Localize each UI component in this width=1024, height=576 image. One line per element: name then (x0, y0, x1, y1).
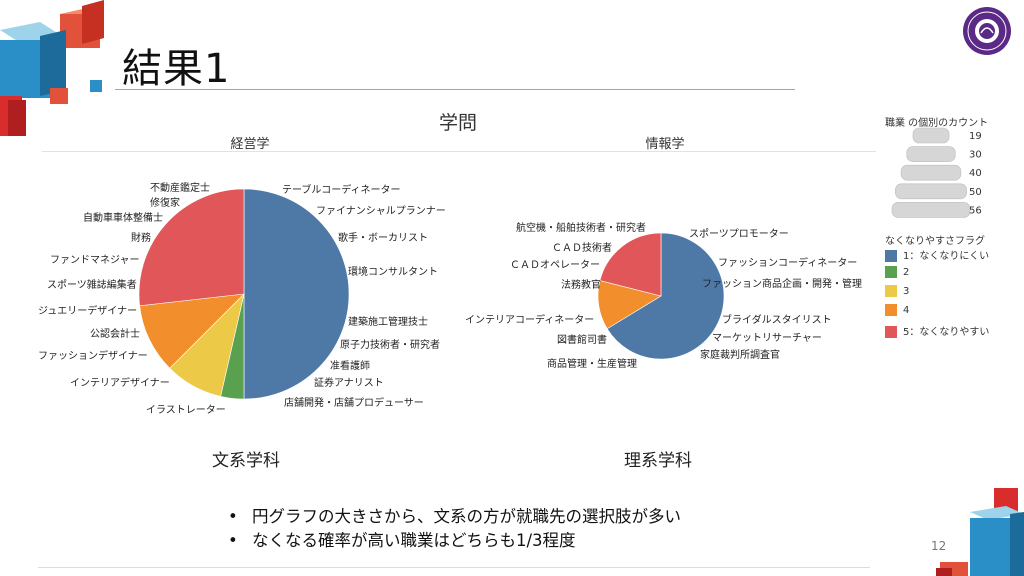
slide-title: 結果1 (122, 46, 231, 92)
slice-label: 修復家 (150, 198, 180, 209)
page-number: 12 (931, 539, 947, 553)
slice-label: ファイナンシャルプランナー (316, 206, 446, 217)
caption-sciences: 理系学科 (624, 451, 692, 471)
slice-label: ブライダルスタイリスト (722, 315, 832, 326)
swatch-flag-4 (885, 304, 897, 316)
caption-humanities: 文系学科 (212, 451, 280, 471)
size-legend-mark (895, 183, 967, 200)
slice-label: 准看護師 (330, 361, 370, 372)
pie-slice-flag-4 (139, 293, 245, 369)
slice-label: 店舗開発・店舗プロデューサー (284, 398, 424, 409)
legend-label: 5：なくなりやすい (903, 327, 990, 338)
legend-label: 1：なくなりにくい (903, 251, 990, 262)
slice-label: テーブルコーディネーター (282, 185, 401, 196)
pie-slice-flag-1 (606, 232, 725, 360)
size-legend-mark (891, 202, 971, 218)
size-legend: 19 30 40 50 56 (891, 127, 982, 218)
pie-chart-informatics (597, 232, 725, 360)
slice-label: 財務 (131, 233, 151, 244)
slice-label: 図書館司書 (557, 335, 607, 346)
size-legend-mark (906, 146, 956, 162)
pane-title-management: 経営学 (230, 137, 270, 152)
slice-label: インテリアコーディネーター (465, 315, 595, 326)
swatch-flag-5 (885, 326, 897, 338)
slice-label: 自動車車体整備士 (83, 213, 163, 224)
chart-header-title: 学問 (438, 112, 477, 134)
color-legend-item: 5：なくなりやすい (885, 323, 989, 338)
slice-label: ジュエリーデザイナー (38, 306, 138, 317)
color-legend-item: 2 (885, 266, 909, 278)
slice-label: 家庭裁判所調査官 (700, 350, 780, 361)
pie-slice-flag-5 (599, 232, 662, 297)
size-legend-value: 40 (969, 168, 982, 179)
title-divider (115, 89, 795, 90)
bullet-item: なくなる確率が高い職業はどちらも1/3程度 (228, 529, 681, 553)
slice-label: イラストレーター (146, 405, 226, 416)
pane-title-informatics: 情報学 (645, 137, 685, 152)
bullet-item: 円グラフの大きさから、文系の方が就職先の選択肢が多い (228, 505, 681, 529)
pie-slice-flag-1 (243, 188, 350, 400)
slice-label: 法務教官 (561, 280, 601, 291)
slice-label: 建築施工管理技士 (348, 317, 428, 328)
size-legend-title: 職業 の個別のカウント (885, 118, 989, 129)
color-legend-item: 1：なくなりにくい (885, 247, 989, 262)
bullet-list: 円グラフの大きさから、文系の方が就職先の選択肢が多い なくなる確率が高い職業はど… (228, 505, 681, 553)
footer-divider (38, 567, 870, 568)
decorative-cubes-top-left (0, 0, 104, 136)
pie-slice-flag-5 (138, 188, 245, 307)
slice-label: インテリアデザイナー (70, 378, 170, 389)
slice-label: 商品管理・生産管理 (547, 359, 637, 370)
slice-label: ファッション商品企画・開発・管理 (702, 279, 862, 290)
slice-label: 公認会計士 (90, 329, 140, 340)
swatch-flag-2 (885, 266, 897, 278)
color-legend-item: 3 (885, 285, 909, 297)
slice-label: 環境コンサルタント (348, 267, 438, 278)
swatch-flag-3 (885, 285, 897, 297)
size-legend-value: 19 (969, 131, 982, 142)
size-legend-value: 30 (969, 150, 982, 161)
color-legend-item: 4 (885, 304, 909, 316)
size-legend-mark (912, 127, 950, 144)
slice-label: マーケットリサーチャー (712, 333, 822, 344)
color-legend-title: なくなりやすさフラグ (885, 236, 985, 247)
legend-label: 4 (903, 305, 910, 316)
legend-label: 3 (903, 286, 910, 297)
slice-label: 航空機・船舶技術者・研究者 (516, 223, 646, 234)
pie-chart-management (138, 188, 350, 400)
size-legend-mark (900, 164, 962, 181)
slice-label: ファッションコーディネーター (718, 258, 858, 269)
pane-header-divider (42, 151, 876, 152)
slice-label: 不動産鑑定士 (150, 183, 210, 194)
size-legend-value: 56 (969, 205, 982, 216)
slice-label: 証券アナリスト (314, 378, 384, 389)
slice-label: スポーツ雑誌編集者 (47, 280, 137, 291)
legend-label: 2 (903, 267, 910, 278)
decorative-cubes-bottom-right (936, 488, 1024, 576)
university-logo (963, 7, 1011, 55)
slice-label: ＣＡＤ技術者 (552, 243, 612, 254)
swatch-flag-1 (885, 250, 897, 262)
slice-label: ファッションデザイナー (38, 351, 148, 362)
slice-label: ＣＡＤオペレーター (510, 260, 600, 271)
slice-label: スポーツプロモーター (689, 229, 789, 240)
size-legend-value: 50 (969, 187, 982, 198)
slice-label: ファンドマネジャー (50, 255, 140, 266)
slice-label: 歌手・ボーカリスト (338, 233, 428, 244)
slice-label: 原子力技術者・研究者 (340, 340, 440, 351)
